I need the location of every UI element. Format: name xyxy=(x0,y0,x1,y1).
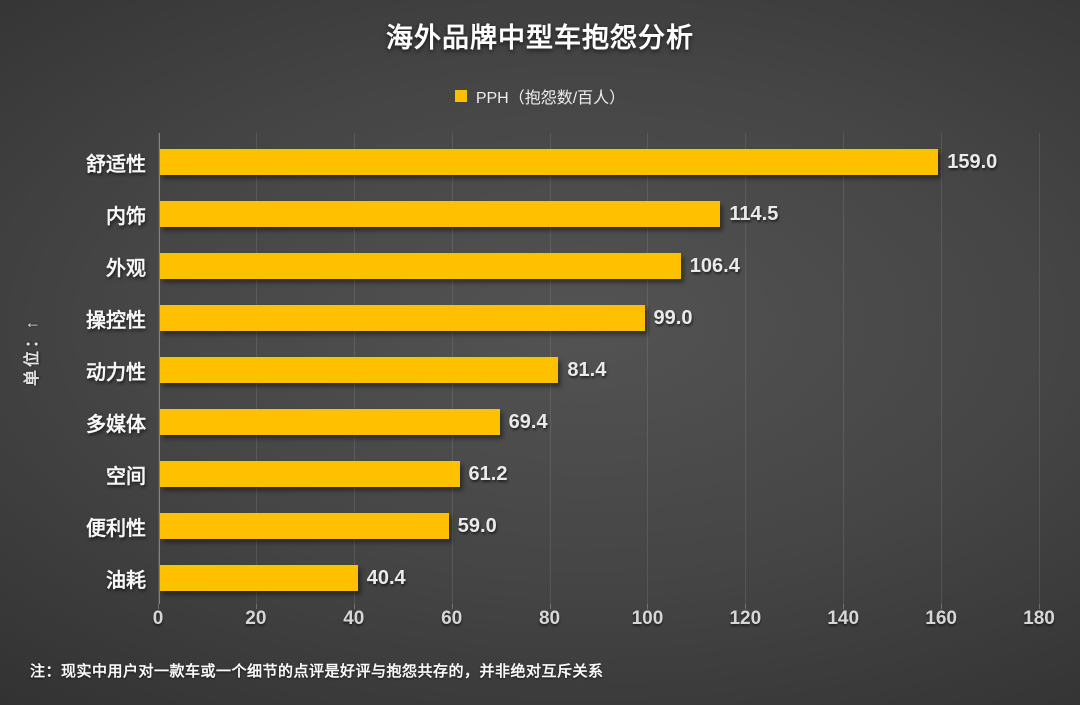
bar-row: 99.0 xyxy=(158,292,1039,344)
bar xyxy=(160,565,358,591)
x-tick-label: 140 xyxy=(827,608,860,629)
bar xyxy=(160,149,939,175)
bar-series: 159.0 114.5 106.4 99.0 81.4 69.4 61.2 59.0 40.4 xyxy=(158,136,1039,604)
value-label: 61.2 xyxy=(468,462,508,485)
bar-row: 106.4 xyxy=(158,240,1039,292)
bar xyxy=(160,253,681,279)
tick-mark xyxy=(843,604,845,609)
bar xyxy=(160,461,460,487)
tick-mark xyxy=(451,604,453,609)
legend-swatch-icon xyxy=(454,90,467,102)
footnote: 注：现实中用户对一款车或一个细节的点评是好评与抱怨共存的，并非绝对互斥关系 xyxy=(30,663,604,680)
tick-mark xyxy=(1039,604,1040,609)
x-tick-label: 120 xyxy=(729,608,762,629)
bar xyxy=(160,357,559,383)
bar xyxy=(160,305,645,331)
bar xyxy=(160,409,500,435)
tick-mark xyxy=(647,604,649,609)
tick-mark xyxy=(549,604,551,609)
value-label: 81.4 xyxy=(567,358,607,381)
category-label: 多媒体 xyxy=(86,413,146,436)
bar xyxy=(160,201,721,227)
value-label: 99.0 xyxy=(653,306,693,329)
gridline xyxy=(843,133,845,604)
tick-mark xyxy=(353,604,355,609)
bar xyxy=(160,513,449,539)
x-tick-label: 0 xyxy=(152,608,164,629)
bar-row: 59.0 xyxy=(158,500,1039,552)
bar-row: 69.4 xyxy=(158,396,1039,448)
category-label: 动力性 xyxy=(86,361,146,384)
chart-title: 海外品牌中型车抱怨分析 xyxy=(386,23,694,53)
legend: PPH（抱怨数/百人） xyxy=(0,84,1080,108)
value-label: 114.5 xyxy=(729,202,779,225)
x-tick-label: 20 xyxy=(245,608,267,629)
y-axis-line xyxy=(158,133,160,604)
tick-mark xyxy=(941,604,943,609)
x-tick-label: 160 xyxy=(925,608,957,629)
value-label: 40.4 xyxy=(366,566,406,589)
value-label: 59.0 xyxy=(457,514,497,537)
gridline xyxy=(941,133,943,604)
x-tick-label: 100 xyxy=(631,608,664,629)
x-tick-label: 60 xyxy=(441,608,463,629)
gridline xyxy=(745,133,747,604)
tick-mark xyxy=(255,604,257,609)
bar-row: 40.4 xyxy=(158,552,1039,604)
tick-mark xyxy=(158,604,159,609)
category-label: 便利性 xyxy=(86,517,146,540)
category-label: 空间 xyxy=(106,465,146,488)
value-label: 106.4 xyxy=(689,254,740,277)
category-label: 操控性 xyxy=(86,309,146,332)
value-label: 69.4 xyxy=(508,410,548,433)
category-label: 舒适性 xyxy=(86,153,146,176)
gridline xyxy=(1039,133,1040,604)
x-tick-label: 80 xyxy=(538,608,561,629)
category-label: 外观 xyxy=(106,257,146,280)
bar-row: 159.0 xyxy=(158,136,1039,188)
tick-mark xyxy=(745,604,747,609)
x-tick-label: 180 xyxy=(1023,608,1055,629)
category-label: 油耗 xyxy=(106,569,146,592)
bar-row: 114.5 xyxy=(158,188,1039,240)
plot-area: 159.0 114.5 106.4 99.0 81.4 69.4 61.2 59.0 40.4 xyxy=(158,133,1040,609)
gridline xyxy=(647,133,649,604)
legend-label: PPH（抱怨数/百人） xyxy=(475,90,626,107)
bar-row: 81.4 xyxy=(158,344,1039,396)
value-label: 159.0 xyxy=(947,150,998,173)
x-tick-label: 40 xyxy=(343,608,365,629)
category-axis: 舒适性内饰外观操控性动力性多媒体空间便利性油耗 xyxy=(0,136,146,604)
bar-row: 61.2 xyxy=(158,448,1039,500)
category-label: 内饰 xyxy=(106,205,146,228)
